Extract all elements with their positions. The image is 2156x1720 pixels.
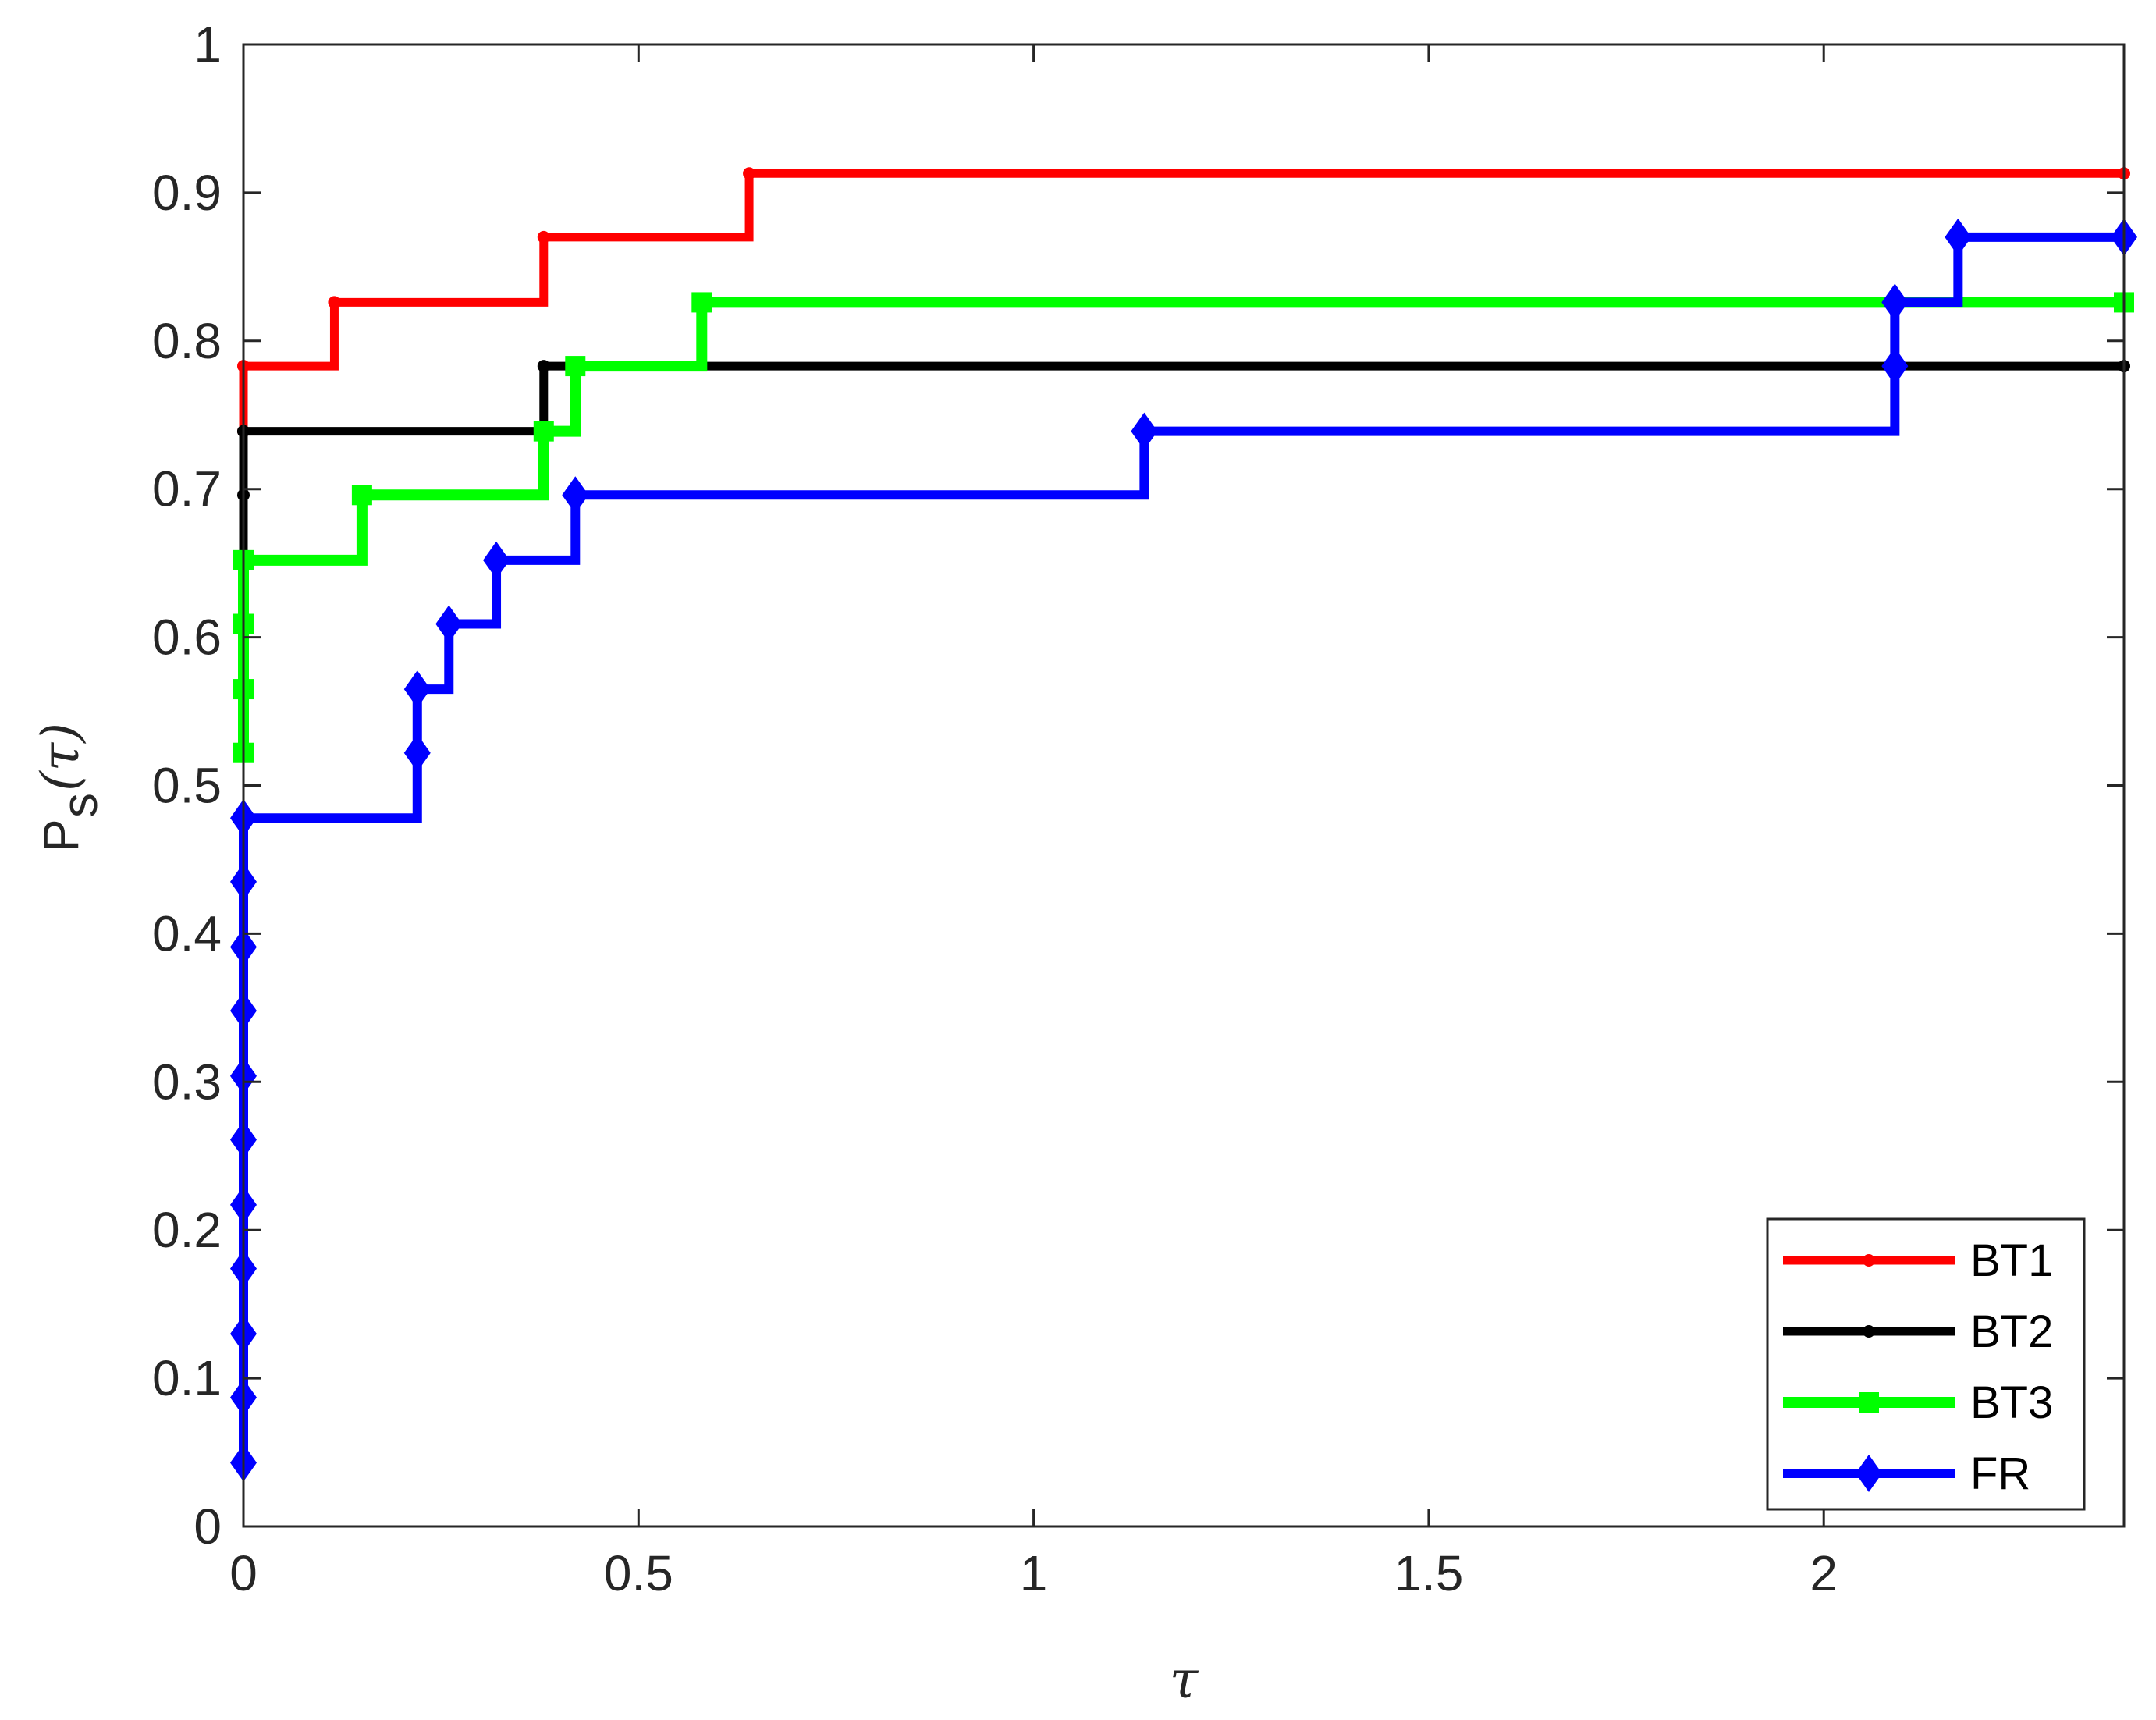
data-point-fr [435,605,463,643]
y-axis-label-main: P [33,819,89,852]
x-tick-label: 2 [1810,1545,1838,1601]
y-axis-label-subscript: s [52,793,108,818]
data-point-bt3 [691,292,712,313]
data-point-fr [1881,283,1909,322]
data-point-fr [1945,218,1972,256]
legend: BT1 BT2 BT3 FR [1766,1217,2086,1511]
data-point-fr [403,734,431,772]
y-tick-label: 0.4 [152,905,222,961]
data-point-bt3 [351,485,372,506]
y-tick-label: 0 [194,1498,222,1555]
axes-layer: 0 0.5 1 1.5 2 0 0.1 0.2 0.3 0.4 0.5 0.6 0.7 0.8 0.9 1 [152,16,2126,1601]
x-tick-label: 0.5 [604,1545,673,1601]
x-tick-label: 1.5 [1394,1545,1463,1601]
legend-swatch-marker [1859,1392,1879,1413]
x-tick-label: 0 [229,1545,258,1601]
legend-entry-bt2: BT2 [1783,1306,2053,1357]
legend-label: BT3 [1970,1377,2053,1428]
y-tick-label: 0.7 [152,461,222,517]
legend-swatch-marker [1863,1254,1875,1267]
legend-label: BT1 [1970,1235,2053,1286]
data-point-bt1 [537,230,550,243]
series-line-bt1 [239,169,2124,432]
y-tick-label: 0.8 [152,313,222,369]
y-axis-label-arg: (τ) [30,723,91,791]
data-point-bt2 [537,360,550,373]
legend-label: FR [1970,1448,2030,1499]
x-axis-label: τ [1170,1650,1199,1710]
y-tick-label: 0.1 [152,1350,222,1406]
legend-label: BT2 [1970,1306,2053,1357]
data-point-bt3 [565,356,586,377]
data-point-bt1 [328,296,341,309]
y-tick-label: 0.5 [152,758,222,814]
data-point-fr [562,476,589,514]
data-point-bt1 [743,167,756,180]
y-tick-label: 0.6 [152,609,222,666]
data-point-bt3 [533,421,554,442]
x-tick-label: 1 [1020,1545,1048,1601]
y-tick-label: 0.3 [152,1054,222,1110]
data-point-fr [1131,412,1158,450]
data-point-fr [403,670,431,709]
y-axis-label: Ps(τ) [30,723,108,852]
legend-box [1766,1217,2086,1511]
y-tick-label: 1 [194,16,222,73]
y-tick-label: 0.9 [152,165,222,221]
legend-swatch-marker [1863,1325,1875,1338]
data-point-fr [483,541,510,579]
legend-swatch-marker [1856,1455,1882,1492]
legend-entry-fr: FR [1783,1448,2030,1499]
axis-labels: τ Ps(τ) [30,723,1199,1710]
data-point-fr [1881,347,1909,386]
legend-entry-bt1: BT1 [1783,1235,2053,1286]
legend-entry-bt3: BT3 [1783,1377,2053,1428]
y-tick-label: 0.2 [152,1202,222,1258]
